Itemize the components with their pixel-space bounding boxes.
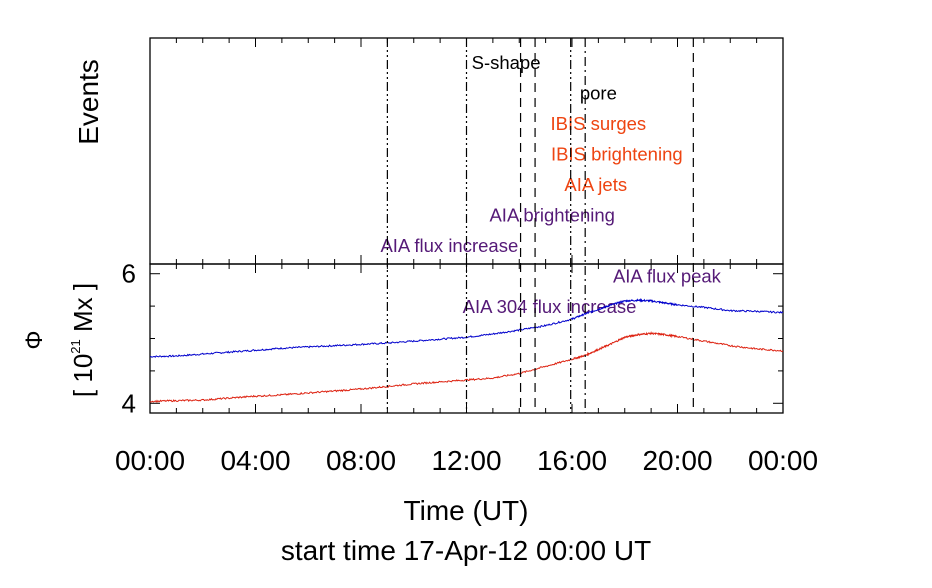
flux-ytick-labels: 46 <box>122 259 136 419</box>
flux-series-line-1 <box>149 297 784 358</box>
time-tick-labels: 00:00 04:00 08:00 12:00 16:00 20:00 00:00 <box>115 445 818 476</box>
flux-unit-exponent: 21 <box>68 339 83 353</box>
x-tick-label: 00:00 <box>748 445 818 476</box>
events-panel: Events S-shape pore IBIS surges IBIS bright… <box>73 37 784 317</box>
flux-unit-open: [ 10 <box>68 354 98 397</box>
flux-series-group <box>149 297 784 403</box>
x-tick-label: 00:00 <box>115 445 185 476</box>
x-tick-label: 04:00 <box>220 445 290 476</box>
event-annotation: IBIS surges <box>551 113 647 134</box>
event-annotation: AIA 304 flux increase <box>463 296 637 317</box>
event-annotation: AIA brightening <box>489 205 614 226</box>
x-tick-label: 20:00 <box>642 445 712 476</box>
event-annotation: S-shape <box>472 52 541 73</box>
event-annotation: AIA flux peak <box>613 266 722 287</box>
y-tick-label: 6 <box>122 259 136 289</box>
events-panel-ticks <box>149 38 784 264</box>
flux-axis-symbol: Φ <box>21 330 48 349</box>
y-tick-label: 4 <box>122 388 136 418</box>
x-tick-label: 08:00 <box>326 445 396 476</box>
flux-series-line-2 <box>149 331 784 403</box>
event-annotations: S-shape pore IBIS surges IBIS brightening AI… <box>380 52 721 317</box>
x-tick-label: 16:00 <box>537 445 607 476</box>
flux-unit-close: Mx ] <box>68 283 98 339</box>
x-axis-title: Time (UT) <box>404 495 529 526</box>
start-time-caption: start time 17-Apr-12 00:00 UT <box>281 535 651 566</box>
event-annotation: AIA flux increase <box>380 235 518 256</box>
event-lines <box>386 38 694 413</box>
flux-axis-unit: [ 1021 Mx ] <box>68 283 98 397</box>
events-axis-label: Events <box>73 59 104 145</box>
event-annotation: AIA jets <box>564 174 627 195</box>
x-tick-label: 12:00 <box>431 445 501 476</box>
event-annotation: IBIS brightening <box>551 144 683 165</box>
event-annotation: pore <box>580 83 617 104</box>
